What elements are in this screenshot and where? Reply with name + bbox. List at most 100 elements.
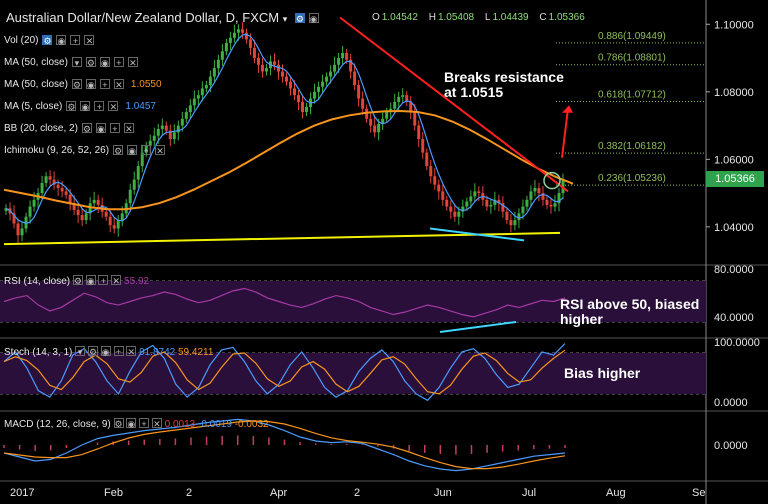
arrow-shaft <box>561 108 569 158</box>
eye-icon[interactable]: ◉ <box>80 101 91 112</box>
candle-body <box>289 81 293 89</box>
candle-body <box>437 184 441 192</box>
settings-icon[interactable]: ⚙ <box>72 275 83 286</box>
close-icon[interactable]: ✕ <box>126 346 137 357</box>
close-icon[interactable]: ✕ <box>108 101 119 112</box>
indicator-lines <box>3 33 574 472</box>
eye-icon[interactable]: ◉ <box>56 35 67 46</box>
chevron-down-icon[interactable]: ▾ <box>75 346 86 357</box>
ohlc-readout: O 1.04542 H 1.05408 L 1.04439 C 1.05366 <box>372 12 593 23</box>
plus-icon[interactable]: + <box>99 79 110 90</box>
settings-icon[interactable]: ⚙ <box>294 13 305 24</box>
stoch-pane-label[interactable]: Stoch (14, 3, 1) ▾ ⚙ ◉ + ✕ 91.8742 59.42… <box>4 346 213 358</box>
candle-body <box>305 106 309 113</box>
eye-icon[interactable]: ◉ <box>308 13 319 24</box>
resistance-annotation: Breaks resistance at 1.0515 <box>444 70 564 100</box>
close-icon[interactable]: ✕ <box>151 418 162 429</box>
stoch-k-line <box>3 343 566 402</box>
candle-body <box>88 203 92 214</box>
close-icon[interactable]: ✕ <box>127 57 138 68</box>
macd-signal-line <box>3 420 566 470</box>
candle-body <box>485 199 489 207</box>
close-icon[interactable]: ✕ <box>113 79 124 90</box>
indicator-row-ma5[interactable]: MA (5, close) ⚙ ◉ + ✕ 1.0457 <box>4 99 156 113</box>
settings-icon[interactable]: ⚙ <box>42 35 53 46</box>
close-icon[interactable]: ✕ <box>155 145 166 156</box>
rsi-tick-label: 80.0000 <box>714 264 754 276</box>
settings-icon[interactable]: ⚙ <box>113 145 124 156</box>
candle-body <box>144 145 148 153</box>
candle-body <box>96 199 100 205</box>
plus-icon[interactable]: + <box>113 346 124 357</box>
settings-icon[interactable]: ⚙ <box>81 123 92 134</box>
candle-body <box>381 118 385 124</box>
chevron-down-icon[interactable]: ▾ <box>71 57 82 68</box>
macd-pane-label[interactable]: MACD (12, 26, close, 9) ⚙ ◉ + ✕ 0.0013 -… <box>4 418 269 430</box>
annotation-line: at 1.0515 <box>444 84 504 100</box>
close-icon[interactable]: ✕ <box>111 275 122 286</box>
candle-body <box>517 213 521 221</box>
settings-icon[interactable]: ⚙ <box>85 57 96 68</box>
eye-icon[interactable]: ◉ <box>85 79 96 90</box>
candle-body <box>493 199 497 205</box>
candle-body <box>20 228 24 236</box>
plus-icon[interactable]: + <box>70 35 81 46</box>
macd-label: MACD (12, 26, close, 9) <box>4 419 111 430</box>
symbol-header[interactable]: Australian Dollar/New Zealand Dollar, D,… <box>6 10 319 25</box>
plus-icon[interactable]: + <box>109 123 120 134</box>
candle-body <box>40 182 44 194</box>
time-tick-label: 2 <box>354 487 360 499</box>
settings-icon[interactable]: ⚙ <box>71 79 82 90</box>
eye-icon[interactable]: ◉ <box>95 123 106 134</box>
candle-body <box>285 76 289 82</box>
candle-body <box>44 176 48 183</box>
time-tick-label: Jun <box>434 487 452 499</box>
plus-icon[interactable]: + <box>94 101 105 112</box>
indicator-row-ma50a[interactable]: MA (50, close) ▾ ⚙ ◉ + ✕ <box>4 55 138 69</box>
candle-body <box>216 59 220 69</box>
stoch-label: Stoch (14, 3, 1) <box>4 347 73 358</box>
plus-icon[interactable]: + <box>98 275 109 286</box>
close-icon[interactable]: ✕ <box>123 123 134 134</box>
close-icon[interactable]: ✕ <box>84 35 95 46</box>
candle-body <box>513 220 517 226</box>
eye-icon[interactable]: ◉ <box>99 57 110 68</box>
candle-body <box>140 152 144 167</box>
macd-line-value: -0.0019 <box>198 419 232 430</box>
candle-body <box>465 201 469 207</box>
candle-body <box>120 213 124 221</box>
candle-body <box>212 68 216 77</box>
indicator-row-ma50b[interactable]: MA (50, close) ⚙ ◉ + ✕ 1.0550 <box>4 77 162 91</box>
settings-icon[interactable]: ⚙ <box>87 346 98 357</box>
eye-icon[interactable]: ◉ <box>127 145 138 156</box>
rsi-pane-label[interactable]: RSI (14, close) ⚙ ◉ + ✕ 55.92 <box>4 275 149 287</box>
indicator-row-ichimoku[interactable]: Ichimoku (9, 26, 52, 26) ⚙ ◉ + ✕ <box>4 143 166 157</box>
ma50-line <box>3 110 574 211</box>
time-tick-label: Feb <box>104 487 123 499</box>
candle-body <box>72 203 76 210</box>
low-value: 1.04439 <box>492 12 529 23</box>
candle-body <box>188 105 192 113</box>
eye-icon[interactable]: ◉ <box>126 418 137 429</box>
indicator-row-bb[interactable]: BB (20, close, 2) ⚙ ◉ + ✕ <box>4 121 134 135</box>
candle-body <box>12 213 16 224</box>
candle-body <box>24 216 28 229</box>
settings-icon[interactable]: ⚙ <box>113 418 124 429</box>
trend-drawings <box>3 16 573 333</box>
time-tick-label: Aug <box>606 487 626 499</box>
candle-body <box>533 188 537 192</box>
candle-body <box>156 128 160 136</box>
plus-icon[interactable]: + <box>141 145 152 156</box>
candle-body <box>497 199 501 204</box>
candle-body <box>68 194 72 204</box>
settings-icon[interactable]: ⚙ <box>66 101 77 112</box>
chevron-down-icon[interactable]: ▾ <box>282 14 288 24</box>
indicator-label: MA (5, close) <box>4 100 63 112</box>
eye-icon[interactable]: ◉ <box>85 275 96 286</box>
candle-body <box>393 101 397 109</box>
plus-icon[interactable]: + <box>139 418 150 429</box>
indicator-row-vol[interactable]: Vol (20) ⚙ ◉ + ✕ <box>4 33 95 47</box>
eye-icon[interactable]: ◉ <box>100 346 111 357</box>
plus-icon[interactable]: + <box>113 57 124 68</box>
